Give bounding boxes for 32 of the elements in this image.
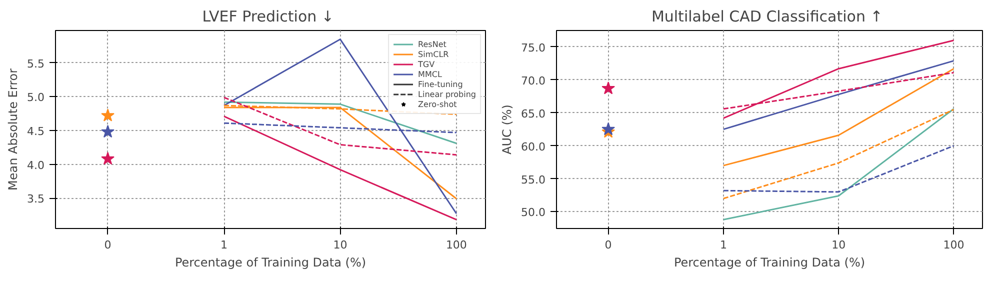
y-tick-label: 5.0	[27, 91, 45, 104]
y-tick-label: 75.0	[521, 41, 546, 54]
x-tick-label: 10	[832, 238, 846, 252]
x-tick-label: 0	[104, 238, 112, 252]
x-tick-label: 1	[220, 238, 228, 252]
legend-label: Fine-tuning	[418, 79, 463, 89]
y-tick-label: 65.0	[521, 107, 546, 120]
legend-label: ResNet	[418, 39, 446, 49]
y-tick-label: 5.5	[27, 57, 45, 70]
x-tick-label: 1	[720, 238, 727, 252]
y-tick-label: 4.0	[27, 158, 45, 172]
x-axis-title: Percentage of Training Data (%)	[174, 256, 366, 270]
legend-label: MMCL	[418, 69, 442, 79]
legend-label: Zero-shot	[418, 99, 457, 109]
legend-label: Linear probing	[418, 89, 476, 99]
y-axis-title: AUC (%)	[500, 104, 514, 154]
legend-label: SimCLR	[418, 49, 449, 59]
y-tick-label: 3.5	[27, 192, 45, 206]
x-tick-label: 100	[446, 238, 467, 252]
chart-title: LVEF Prediction ↓	[202, 8, 334, 26]
x-tick-label: 0	[604, 238, 612, 252]
y-tick-label: 55.0	[521, 173, 546, 186]
x-tick-label: 10	[333, 238, 348, 252]
chart-title: Multilabel CAD Classification ↑	[651, 8, 883, 26]
x-axis-title: Percentage of Training Data (%)	[674, 256, 866, 270]
legend-label: TGV	[418, 59, 436, 69]
y-axis-title: Mean Absolute Error	[6, 68, 20, 191]
y-tick-label: 60.0	[521, 140, 546, 154]
y-tick-label: 50.0	[521, 206, 546, 220]
y-tick-label: 4.5	[27, 125, 45, 138]
y-tick-label: 70.0	[521, 74, 546, 88]
x-tick-label: 100	[943, 238, 964, 252]
